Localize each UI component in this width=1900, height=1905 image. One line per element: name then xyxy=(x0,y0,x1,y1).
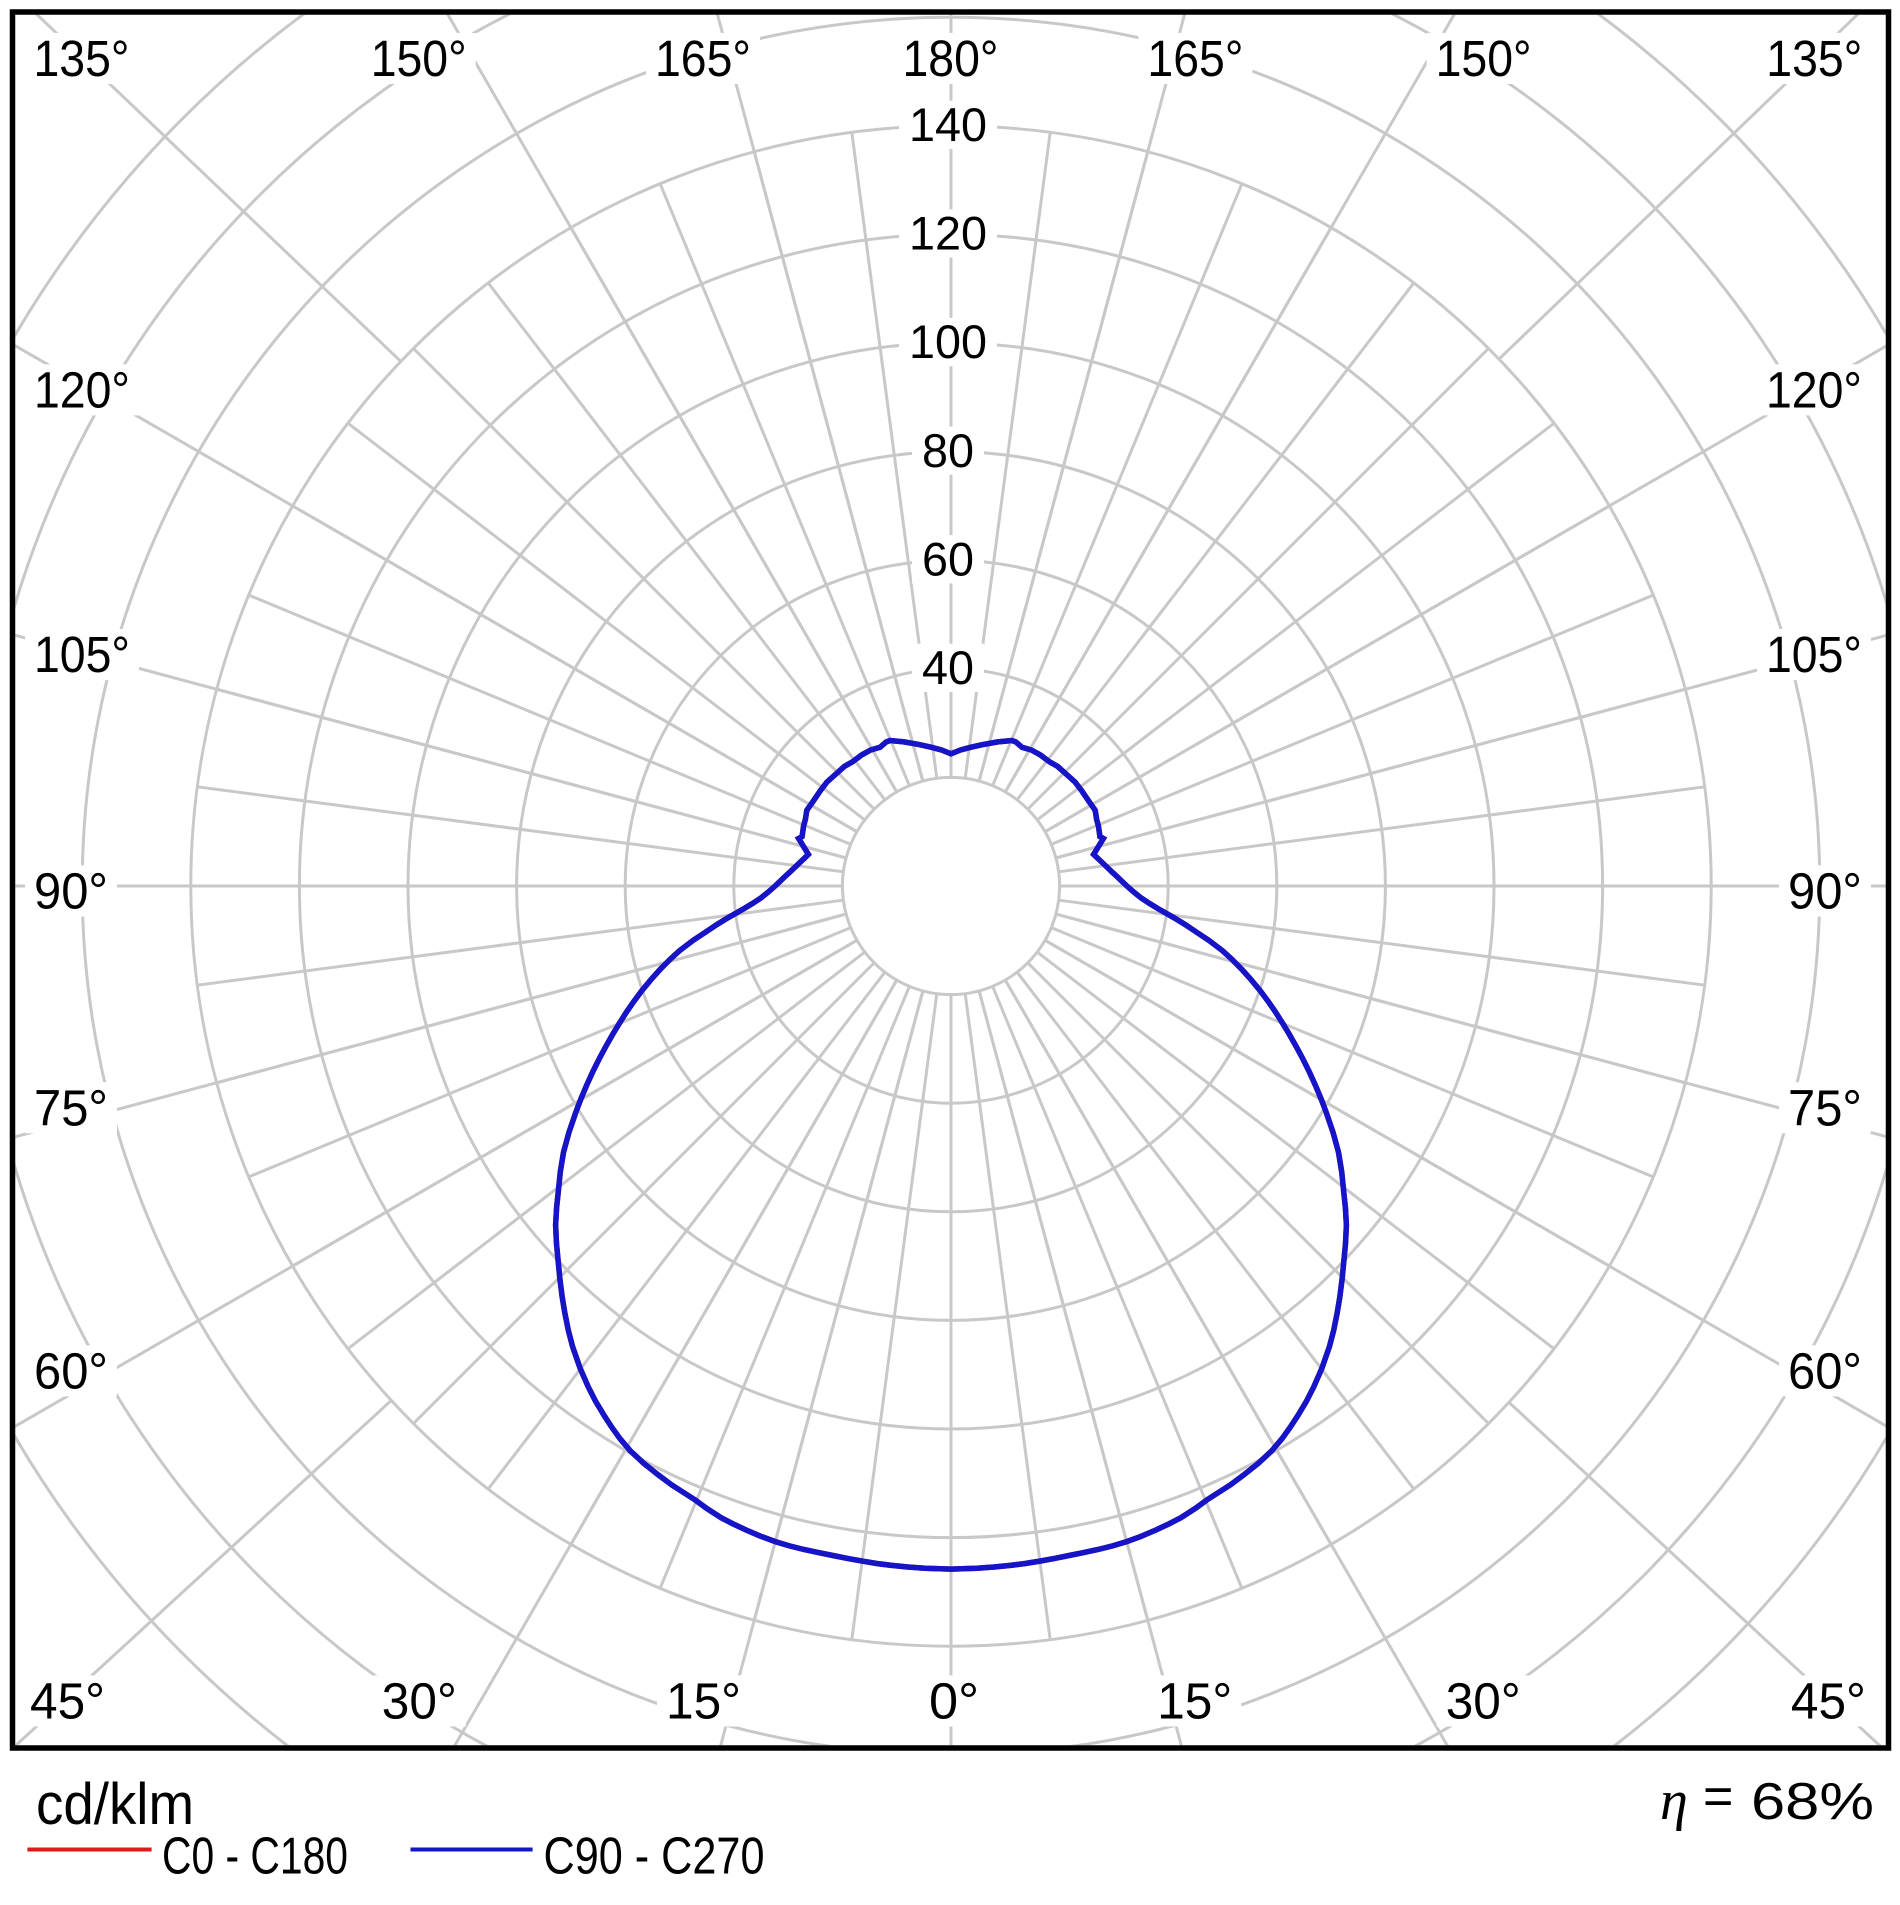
svg-text:90°: 90° xyxy=(34,863,108,920)
svg-text:45°: 45° xyxy=(30,1673,105,1730)
svg-text:165°: 165° xyxy=(655,30,751,87)
svg-text:60°: 60° xyxy=(1788,1342,1862,1399)
svg-text:C90 - C270: C90 - C270 xyxy=(544,1828,765,1886)
svg-text:60°: 60° xyxy=(34,1342,108,1399)
svg-text:120°: 120° xyxy=(1766,361,1862,418)
svg-text:140: 140 xyxy=(909,98,987,151)
svg-text:105°: 105° xyxy=(1766,626,1862,683)
svg-text:40: 40 xyxy=(922,641,974,694)
svg-text:30°: 30° xyxy=(1446,1673,1521,1730)
svg-text:cd/klm: cd/klm xyxy=(36,1772,194,1837)
svg-text:30°: 30° xyxy=(382,1673,457,1730)
svg-text:120°: 120° xyxy=(34,361,130,418)
svg-text:90°: 90° xyxy=(1788,863,1862,920)
svg-text:75°: 75° xyxy=(34,1079,108,1136)
svg-text:0°: 0° xyxy=(929,1673,979,1730)
svg-text:120: 120 xyxy=(909,207,987,260)
svg-text:135°: 135° xyxy=(34,30,130,87)
svg-text:105°: 105° xyxy=(34,626,130,683)
svg-text:100: 100 xyxy=(909,315,987,368)
svg-text:=: = xyxy=(1703,1768,1733,1826)
svg-text:75°: 75° xyxy=(1788,1079,1862,1136)
svg-text:150°: 150° xyxy=(1436,30,1532,87)
svg-text:C0 - C180: C0 - C180 xyxy=(162,1828,348,1886)
svg-text:68%: 68% xyxy=(1751,1773,1874,1831)
svg-text:150°: 150° xyxy=(371,30,467,87)
svg-text:60: 60 xyxy=(922,532,974,585)
svg-text:165°: 165° xyxy=(1147,30,1243,87)
svg-text:15°: 15° xyxy=(666,1673,741,1730)
svg-text:η: η xyxy=(1660,1770,1688,1832)
svg-text:45°: 45° xyxy=(1791,1673,1866,1730)
svg-text:80: 80 xyxy=(922,424,974,477)
svg-text:135°: 135° xyxy=(1766,30,1862,87)
svg-text:180°: 180° xyxy=(903,30,999,87)
svg-text:15°: 15° xyxy=(1157,1673,1232,1730)
